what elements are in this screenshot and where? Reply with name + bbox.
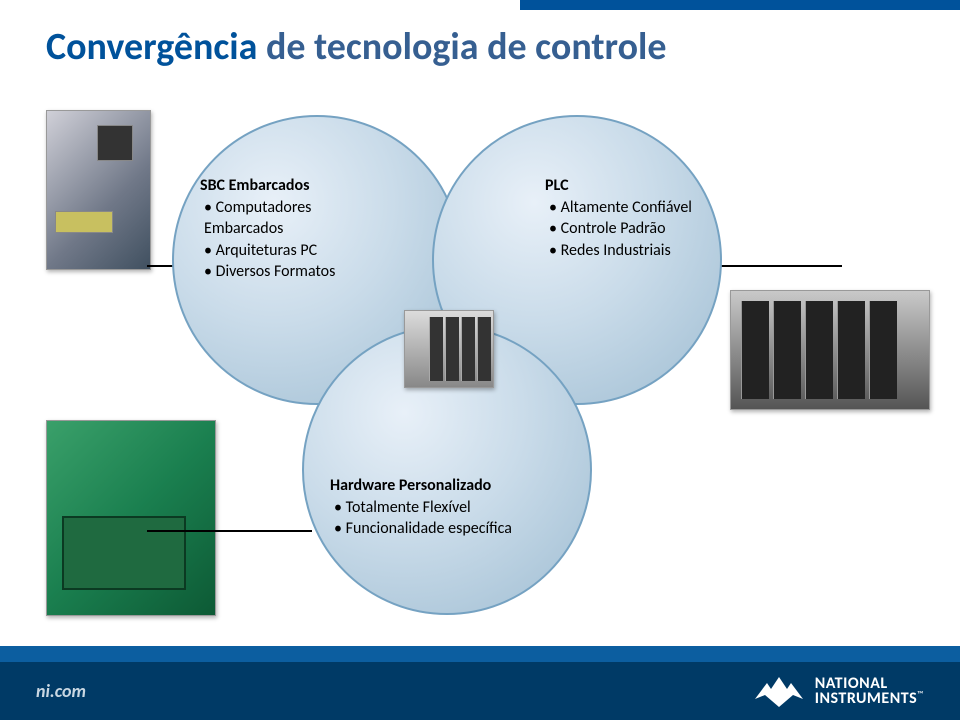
venn-bottom-title: Hardware Personalizado [330,475,580,497]
list-item: Computadores Embarcados [204,197,390,240]
venn-right-content: PLC Altamente Confiável Controle Padrão … [545,175,735,261]
custom-pcb-image [46,420,216,616]
slide-title: Convergência de tecnologia de controle [46,24,666,70]
ni-tm: ™ [917,689,924,700]
list-item: Arquiteturas PC [204,240,390,262]
connector-pcb [147,530,312,532]
venn-right-list: Altamente Confiável Controle Padrão Rede… [545,197,735,262]
venn-left-content: SBC Embarcados Computadores Embarcados A… [200,175,390,283]
footer-site-text: ni.com [36,680,86,702]
ni-logo-line2: INSTRUMENTS [815,689,917,708]
connector-plc [710,265,842,267]
header-stripe [520,0,960,10]
list-item: Diversos Formatos [204,261,390,283]
venn-bottom-list: Totalmente Flexível Funcionalidade espec… [330,497,580,540]
plc-rack-image [730,290,930,410]
sbc-board-image [46,110,151,270]
ni-logo: NATIONAL INSTRUMENTS™ [753,673,924,709]
venn-left-list: Computadores Embarcados Arquiteturas PC … [200,197,390,283]
list-item: Altamente Confiável [549,197,735,219]
title-rest: de tecnologia de controle [266,24,667,70]
list-item: Totalmente Flexível [334,497,580,519]
list-item: Controle Padrão [549,218,735,240]
venn-right-title: PLC [545,175,735,197]
footer-bar: ni.com NATIONAL INSTRUMENTS™ [0,662,960,720]
venn-bottom-content: Hardware Personalizado Totalmente Flexív… [330,475,580,540]
list-item: Funcionalidade específica [334,518,580,540]
list-item: Redes Industriais [549,240,735,262]
venn-left-title: SBC Embarcados [200,175,390,197]
compactrio-image [404,310,494,388]
ni-eagle-icon [753,673,805,709]
ni-logo-text: NATIONAL INSTRUMENTS™ [815,676,924,706]
footer-accent-stripe [0,646,960,662]
title-accent-word: Convergência [46,24,257,70]
